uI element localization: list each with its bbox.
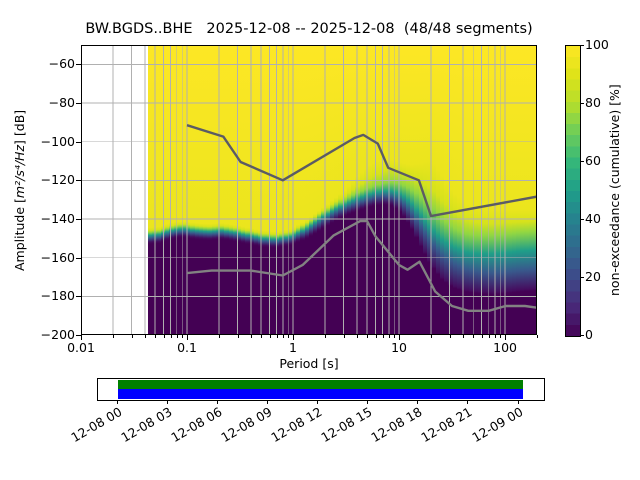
x-axis-minor-tick (163, 335, 165, 338)
y-axis-tick-label: −160 (40, 249, 75, 265)
timeline-segments-bar (118, 389, 523, 399)
timeline-data-bar (118, 380, 523, 389)
timeline-coverage-box (97, 378, 545, 401)
colorbar-tick (580, 103, 584, 104)
colorbar-tick-label: 20 (585, 269, 601, 284)
x-axis-minor-tick (356, 335, 358, 338)
x-axis-minor-tick (481, 335, 483, 338)
heatmap-column (156, 45, 162, 335)
x-axis-minor-tick (375, 335, 377, 338)
y-axis-label-units: m²/s⁴/Hz (12, 144, 27, 198)
y-axis-tick-label: −80 (48, 95, 75, 110)
y-axis-tick (76, 64, 81, 66)
timeline-tick (216, 400, 218, 404)
x-axis-minor-tick (112, 335, 114, 338)
timeline-tick (317, 400, 318, 404)
colorbar-tick (580, 161, 584, 162)
timeline-tick (367, 400, 369, 404)
axes-border (81, 45, 537, 335)
colorbar (565, 45, 581, 337)
x-axis-minor-tick (218, 335, 220, 338)
x-axis-minor-tick (237, 335, 239, 338)
x-axis-minor-tick (367, 335, 369, 338)
colorbar-tick-label: 0 (585, 327, 593, 342)
x-axis-minor-tick (537, 335, 538, 338)
timeline-tick (467, 400, 469, 404)
x-axis-minor-tick (288, 335, 290, 338)
x-axis-minor-tick (170, 335, 172, 338)
x-axis-major-tick (81, 335, 82, 340)
colorbar-tick-label: 40 (585, 211, 601, 226)
colorbar-tick-label: 80 (585, 95, 601, 110)
x-axis-minor-tick (269, 335, 271, 338)
heatmap-column (148, 45, 153, 335)
x-axis-minor-tick (494, 335, 496, 338)
y-axis-tick-label: −60 (48, 56, 75, 72)
x-axis-minor-tick (155, 335, 157, 338)
y-axis-tick-label: −120 (40, 172, 75, 188)
x-axis-minor-tick (250, 335, 252, 338)
y-axis-tick (76, 141, 81, 143)
x-axis-tick-label: 1 (289, 340, 297, 355)
y-axis-tick (76, 180, 81, 182)
heatmap-column (165, 45, 170, 335)
x-axis-minor-tick (324, 335, 326, 338)
timeline-tick (166, 400, 168, 404)
x-axis-minor-tick (282, 335, 284, 338)
y-axis-tick-label: −100 (40, 133, 75, 149)
x-axis-minor-tick (261, 335, 263, 338)
x-axis-major-tick (505, 335, 507, 340)
timeline-tick (116, 400, 118, 404)
x-axis-tick-label: 0.01 (67, 340, 95, 355)
y-axis-tick (76, 103, 81, 104)
colorbar-tick (580, 335, 584, 336)
x-axis-minor-tick (500, 335, 502, 338)
x-axis-minor-tick (182, 335, 184, 338)
y-axis-tick (76, 219, 81, 220)
y-axis-tick (76, 296, 81, 298)
y-axis-tick (76, 335, 81, 336)
x-axis-tick-label: 10 (391, 340, 408, 355)
y-axis-tick (76, 257, 81, 259)
y-axis-label: Amplitude [m²/s⁴/Hz] [dB] (12, 109, 27, 271)
timeline-tick (266, 400, 268, 404)
x-axis-minor-tick (388, 335, 390, 338)
x-axis-minor-tick (382, 335, 384, 338)
x-axis-label: Period [s] (279, 356, 339, 371)
colorbar-tick (580, 219, 584, 220)
colorbar-tick-label: 100 (585, 37, 609, 52)
timeline-tick (517, 400, 519, 404)
x-axis-minor-tick (176, 335, 178, 338)
x-axis-major-tick (293, 335, 295, 340)
colorbar-tick (580, 45, 584, 46)
x-axis-tick-label: 100 (493, 340, 517, 355)
x-axis-minor-tick (488, 335, 490, 338)
heatmap-column (182, 45, 187, 335)
x-axis-minor-tick (276, 335, 278, 338)
y-axis-tick-label: −180 (40, 288, 75, 304)
x-axis-minor-tick (343, 335, 345, 338)
x-axis-minor-tick (462, 335, 464, 338)
x-axis-minor-tick (131, 335, 133, 338)
heatmap-column (169, 45, 175, 335)
x-axis-minor-tick (394, 335, 396, 338)
plot-title: BW.BGDS..BHE 2025-12-08 -- 2025-12-08 (4… (85, 21, 533, 37)
colorbar-tick-label: 60 (585, 153, 601, 168)
x-axis-minor-tick (449, 335, 451, 338)
colorbar-tick (580, 277, 584, 278)
colorbar-label: non-exceedance (cumulative) [%] (607, 84, 622, 296)
x-axis-minor-tick (430, 335, 432, 338)
y-axis-tick-label: −140 (40, 211, 75, 226)
heatmap-column (177, 45, 183, 335)
x-axis-major-tick (187, 335, 189, 340)
x-axis-tick-label: 0.1 (177, 340, 197, 355)
x-axis-major-tick (399, 335, 401, 340)
x-axis-minor-tick (144, 335, 146, 338)
x-axis-minor-tick (473, 335, 475, 338)
heatmap-column (173, 45, 179, 335)
timeline-tick (417, 400, 419, 404)
y-axis-tick-label: −200 (40, 327, 75, 342)
